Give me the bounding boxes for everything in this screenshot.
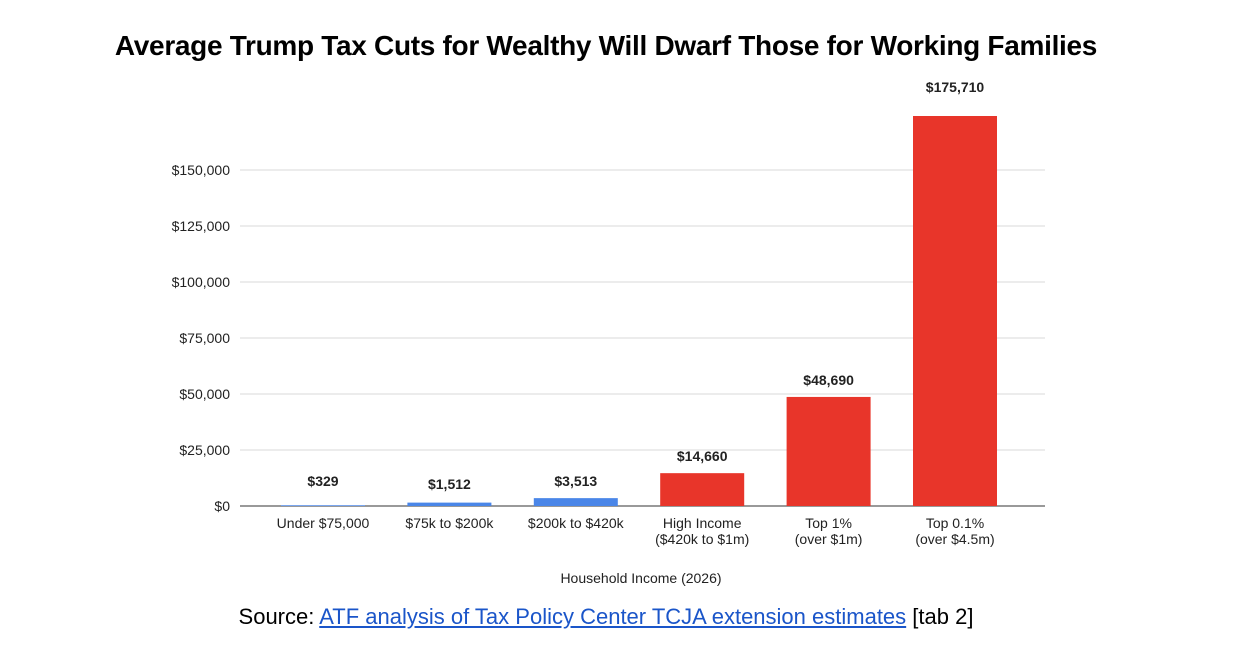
bar: [660, 473, 745, 506]
bar-chart: $0 $25,000 $50,000 $75,000 $100,000 $125,000 $…: [172, 79, 1045, 586]
data-labels: $329 $1,512 $3,513 $14,660 $48,690 $175,710: [307, 79, 984, 492]
bar: [786, 396, 871, 506]
x-axis-title: Household Income (2026): [560, 570, 721, 586]
y-tick-label: $50,000: [179, 386, 230, 402]
y-axis-ticks: $0 $25,000 $50,000 $75,000 $100,000 $125,000 $…: [172, 162, 231, 514]
bar: [281, 505, 365, 506]
data-label: $329: [307, 473, 338, 489]
y-tick-label: $150,000: [172, 162, 231, 178]
source-suffix: [tab 2]: [906, 604, 974, 629]
chart-title: Average Trump Tax Cuts for Wealthy Will …: [114, 30, 1098, 61]
x-tick-label: ($420k to $1m): [655, 531, 749, 547]
x-tick-label: High Income: [663, 515, 742, 531]
x-tick-label: $200k to $420k: [528, 515, 625, 531]
y-tick-label: $0: [214, 498, 230, 514]
data-label: $14,660: [677, 448, 728, 464]
x-axis-ticks: Under $75,000 $75k to $200k $200k to $420k…: [277, 515, 995, 547]
gridlines: [240, 169, 1045, 507]
x-tick-label: (over $4.5m): [915, 531, 994, 547]
data-label: $3,513: [554, 473, 597, 489]
bars: [281, 116, 997, 506]
source-line: Source: ATF analysis of Tax Policy Cente…: [0, 604, 1212, 630]
x-tick-label: $75k to $200k: [405, 515, 494, 531]
data-label: $1,512: [428, 476, 471, 492]
y-tick-label: $100,000: [172, 274, 231, 290]
data-label: $48,690: [803, 372, 854, 388]
bar: [913, 116, 997, 506]
y-tick-label: $75,000: [179, 330, 230, 346]
x-tick-label: Top 1%: [805, 515, 852, 531]
y-tick-label: $125,000: [172, 218, 231, 234]
data-label: $175,710: [926, 79, 985, 95]
bar: [407, 502, 492, 506]
bar: [533, 498, 618, 506]
source-link[interactable]: ATF analysis of Tax Policy Center TCJA e…: [319, 604, 907, 629]
x-tick-label: Top 0.1%: [926, 515, 984, 531]
y-tick-label: $25,000: [179, 442, 230, 458]
x-tick-label: Under $75,000: [277, 515, 370, 531]
x-tick-label: (over $1m): [795, 531, 863, 547]
source-prefix: Source:: [238, 604, 320, 629]
